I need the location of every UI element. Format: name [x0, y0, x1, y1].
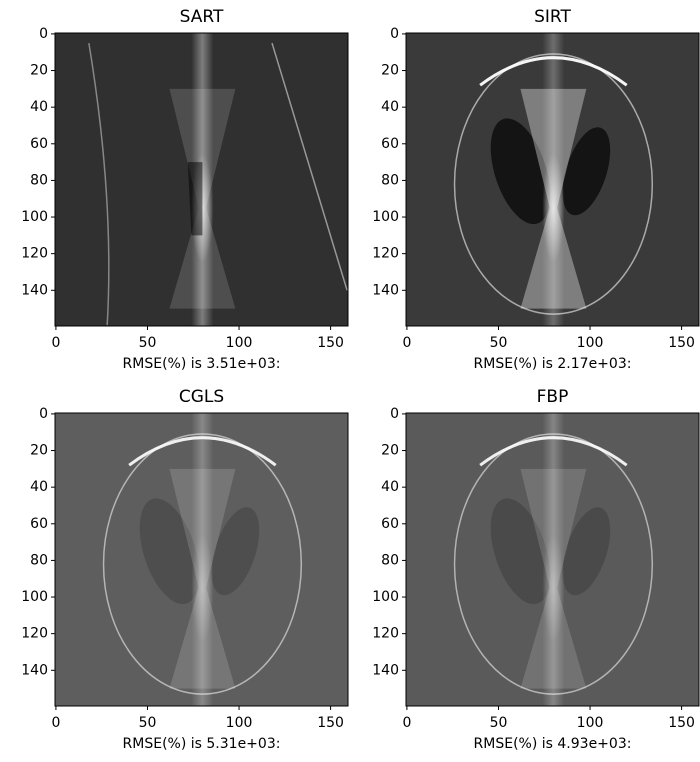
x-tick-label: 0: [51, 335, 60, 351]
y-tick-label: 120: [372, 626, 399, 642]
y-tick-label: 80: [381, 552, 399, 568]
y-tick-label: 120: [21, 246, 48, 262]
x-tick-label: 150: [668, 335, 695, 351]
y-tick-label: 140: [372, 282, 399, 298]
y-tick-label: 80: [30, 172, 48, 188]
y-tick-label: 100: [372, 209, 399, 225]
y-tick-label: 100: [21, 209, 48, 225]
x-axis-label: RMSE(%) is 2.17e+03:: [474, 356, 632, 372]
x-tick-label: 100: [226, 715, 253, 731]
y-tick-label: 80: [381, 172, 399, 188]
x-axis-label: RMSE(%) is 3.51e+03:: [123, 356, 281, 372]
y-tick-label: 0: [390, 406, 399, 422]
y-tick-label: 60: [381, 516, 399, 532]
y-tick-label: 40: [30, 99, 48, 115]
y-tick-label: 140: [372, 662, 399, 678]
y-tick-label: 140: [21, 282, 48, 298]
frame: [405, 412, 700, 707]
chart-title: SART: [180, 7, 224, 27]
image: [406, 413, 699, 706]
frame: [54, 32, 349, 327]
rim: [453, 53, 654, 315]
y-tick-label: 100: [21, 589, 48, 605]
rim-top: [479, 436, 628, 467]
x-tick-label: 100: [577, 335, 604, 351]
y-tick-label: 120: [372, 246, 399, 262]
image: [406, 33, 699, 326]
arc: [88, 42, 110, 326]
y-tick-label: 120: [21, 626, 48, 642]
lobe: [490, 498, 551, 605]
glow: [542, 532, 565, 643]
y-tick-label: 60: [30, 136, 48, 152]
chart-title: CGLS: [179, 387, 224, 407]
chart-title: FBP: [537, 387, 569, 407]
glow: [542, 152, 565, 263]
chart-title: SIRT: [534, 7, 571, 27]
frame: [54, 412, 349, 707]
image: [55, 33, 348, 326]
y-tick-label: 0: [390, 26, 399, 42]
lobe: [490, 118, 551, 225]
lobe: [562, 507, 611, 596]
x-tick-label: 150: [317, 335, 344, 351]
y-tick-label: 20: [30, 443, 48, 459]
x-tick-label: 150: [668, 715, 695, 731]
rim: [102, 433, 303, 695]
y-tick-label: 60: [30, 516, 48, 532]
x-axis-label: RMSE(%) is 4.93e+03:: [474, 736, 632, 752]
y-tick-label: 100: [372, 589, 399, 605]
y-tick-label: 60: [381, 136, 399, 152]
arc: [271, 42, 348, 291]
lobe: [562, 127, 611, 216]
x-tick-label: 100: [226, 335, 253, 351]
lobe: [211, 507, 260, 596]
x-tick-label: 50: [490, 335, 508, 351]
lobe: [139, 498, 200, 605]
image: [55, 413, 348, 706]
x-tick-label: 50: [139, 715, 157, 731]
rim: [453, 433, 654, 695]
y-tick-label: 20: [381, 63, 399, 79]
x-tick-label: 0: [51, 715, 60, 731]
frame: [405, 32, 700, 327]
x-tick-label: 50: [139, 335, 157, 351]
y-tick-label: 20: [381, 443, 399, 459]
y-tick-label: 20: [30, 63, 48, 79]
y-tick-label: 80: [30, 552, 48, 568]
y-tick-label: 140: [21, 662, 48, 678]
x-axis-label: RMSE(%) is 5.31e+03:: [123, 736, 281, 752]
rim-top: [128, 436, 277, 467]
glow: [191, 532, 214, 643]
x-tick-label: 150: [317, 715, 344, 731]
x-tick-label: 100: [577, 715, 604, 731]
x-tick-label: 0: [402, 715, 411, 731]
dark-streak: [187, 162, 203, 236]
y-tick-label: 0: [39, 26, 48, 42]
y-tick-label: 40: [381, 479, 399, 495]
y-tick-label: 40: [381, 99, 399, 115]
x-tick-label: 50: [490, 715, 508, 731]
y-tick-label: 40: [30, 479, 48, 495]
x-tick-label: 0: [402, 335, 411, 351]
y-tick-label: 0: [39, 406, 48, 422]
rim-top: [479, 56, 628, 87]
